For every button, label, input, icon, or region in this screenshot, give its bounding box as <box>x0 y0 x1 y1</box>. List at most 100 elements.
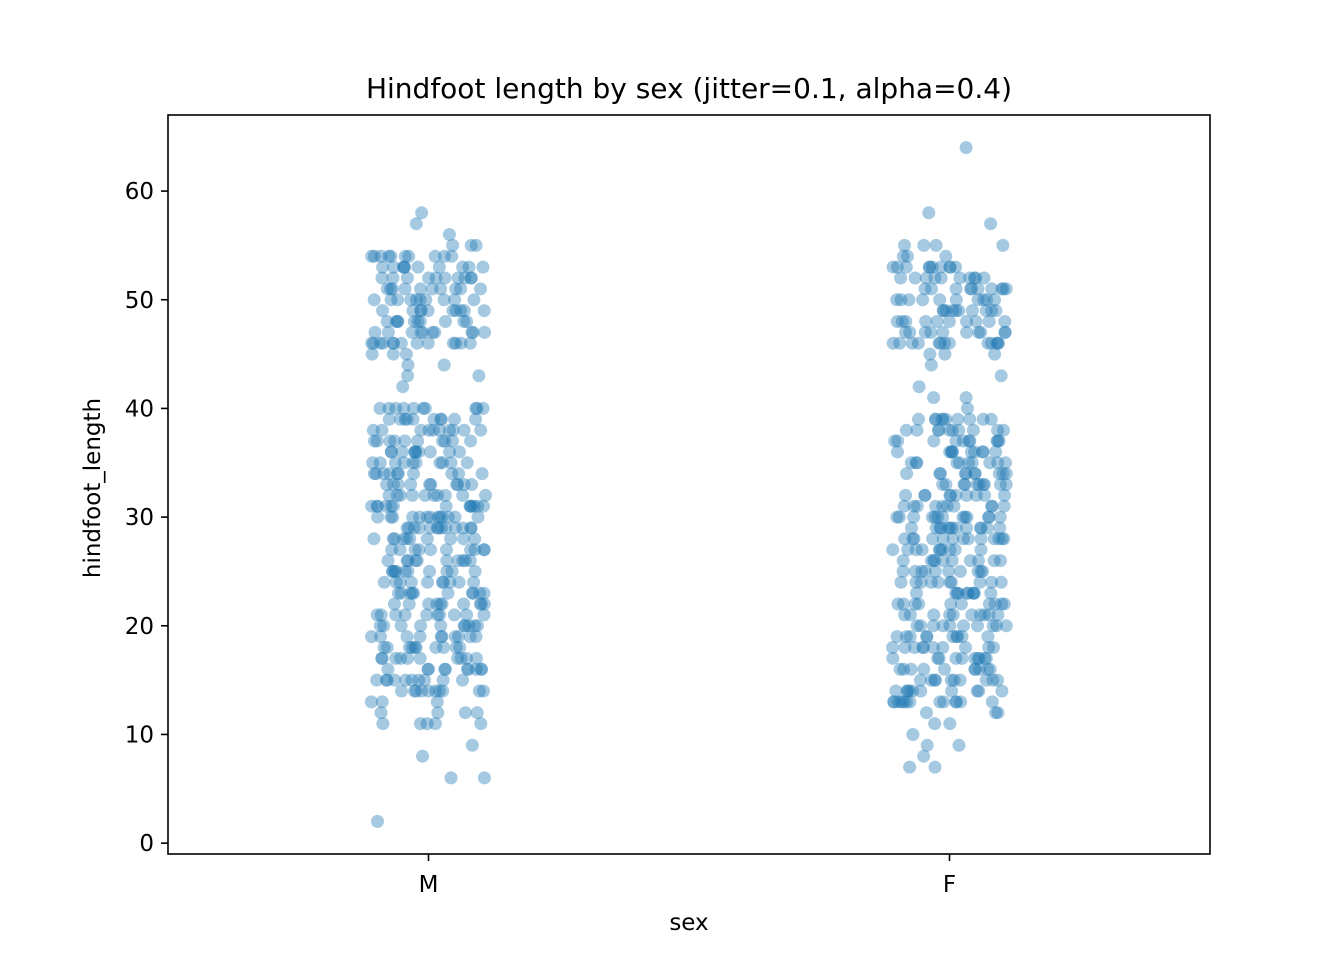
data-point <box>886 651 900 665</box>
data-point <box>443 423 456 437</box>
data-point <box>431 706 445 720</box>
data-point <box>433 423 447 437</box>
data-point <box>398 282 412 296</box>
data-point <box>898 238 911 252</box>
data-point <box>461 662 475 676</box>
data-point <box>411 315 425 328</box>
data-point <box>982 315 996 328</box>
data-point <box>449 304 463 318</box>
data-point <box>385 282 399 296</box>
data-point <box>449 336 463 350</box>
data-point <box>448 412 461 426</box>
data-point <box>467 293 481 307</box>
data-point <box>891 434 905 448</box>
data-point <box>458 706 472 720</box>
data-point <box>942 336 956 350</box>
y-tick-label: 20 <box>125 614 154 640</box>
data-point <box>398 564 412 578</box>
data-point <box>908 597 922 611</box>
data-point <box>902 293 916 307</box>
data-point <box>446 304 460 318</box>
data-point <box>433 510 447 524</box>
data-point <box>389 401 403 415</box>
data-point <box>910 423 924 437</box>
data-point <box>384 282 398 296</box>
data-point <box>457 597 471 611</box>
data-point <box>914 619 928 633</box>
data-point <box>443 575 457 589</box>
data-point <box>464 521 478 535</box>
data-point <box>929 673 942 687</box>
data-point <box>909 575 923 589</box>
data-point <box>386 564 399 578</box>
data-point <box>464 271 478 285</box>
data-point <box>421 575 434 589</box>
data-point <box>398 412 412 426</box>
data-point <box>992 336 1005 350</box>
data-point <box>932 423 946 437</box>
outlier-point <box>928 717 942 731</box>
data-point <box>415 684 428 698</box>
data-point <box>440 564 454 578</box>
data-point <box>406 304 420 318</box>
data-point <box>405 673 419 687</box>
data-point <box>897 499 911 513</box>
data-point <box>412 543 426 557</box>
data-point <box>892 695 906 709</box>
data-point <box>429 641 443 654</box>
data-point <box>386 336 400 350</box>
data-point <box>449 641 463 654</box>
data-point <box>943 608 957 622</box>
outlier-point <box>996 238 1010 252</box>
data-point <box>465 325 479 339</box>
data-point <box>918 564 932 578</box>
data-point <box>917 662 931 676</box>
data-point <box>891 445 904 459</box>
data-point <box>402 249 416 263</box>
data-point <box>407 401 421 415</box>
data-point <box>448 293 462 307</box>
data-point <box>376 336 390 350</box>
data-point <box>388 564 402 578</box>
data-point <box>464 238 478 252</box>
data-point <box>408 641 422 654</box>
data-point <box>365 336 379 350</box>
data-point <box>999 282 1013 296</box>
data-point <box>393 412 407 426</box>
data-point <box>456 260 470 274</box>
data-point <box>910 456 924 470</box>
data-point <box>413 293 427 307</box>
data-point <box>432 684 446 698</box>
data-point <box>933 543 947 557</box>
data-point <box>959 467 973 481</box>
data-point <box>377 575 391 589</box>
data-point <box>893 662 907 676</box>
outlier-point <box>912 380 926 394</box>
data-point <box>400 271 414 285</box>
data-point <box>948 543 962 557</box>
data-point <box>472 684 486 698</box>
data-point <box>938 336 952 350</box>
data-point <box>408 445 422 459</box>
data-point <box>383 467 397 481</box>
data-point <box>390 467 404 481</box>
data-point <box>368 325 382 339</box>
data-point <box>943 488 957 502</box>
data-point <box>428 325 442 339</box>
data-point <box>928 412 942 426</box>
data-point <box>451 651 465 665</box>
data-point <box>943 521 956 535</box>
data-point <box>960 315 974 328</box>
data-point <box>908 564 922 578</box>
data-point <box>379 673 393 687</box>
data-point <box>471 510 485 524</box>
data-point <box>474 282 487 296</box>
data-point <box>992 532 1006 546</box>
data-point <box>903 630 917 644</box>
data-point <box>954 695 968 709</box>
data-point <box>910 619 924 633</box>
data-point <box>995 597 1009 611</box>
data-point <box>370 434 384 448</box>
data-point <box>420 717 434 731</box>
data-point <box>444 532 458 546</box>
